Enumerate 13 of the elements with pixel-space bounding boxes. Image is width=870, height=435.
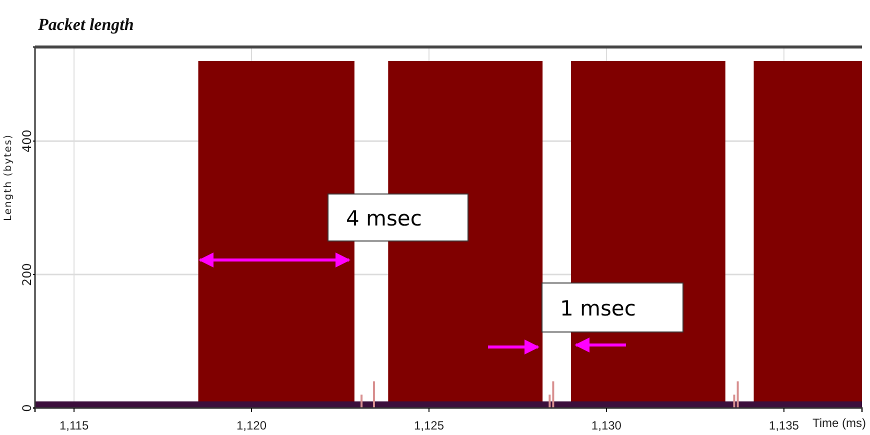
- x-tick-label: 1,120: [236, 418, 267, 432]
- x-tick-label: 1,135: [768, 418, 800, 432]
- chart-title: Packet length: [37, 15, 134, 34]
- y-axis-title: Length (bytes): [3, 134, 14, 222]
- x-tick-label: 1,125: [414, 418, 444, 432]
- annotation: 4 msec: [346, 206, 422, 230]
- y-tick-label: 200: [20, 263, 34, 286]
- x-tick-label: 1,115: [59, 418, 89, 432]
- y-tick-label: 400: [20, 130, 34, 153]
- y-tick-label: 0: [20, 404, 34, 412]
- annotation: 1 msec: [560, 296, 636, 320]
- x-axis-title: Time (ms): [812, 416, 866, 430]
- x-tick-label: 1,130: [591, 418, 622, 432]
